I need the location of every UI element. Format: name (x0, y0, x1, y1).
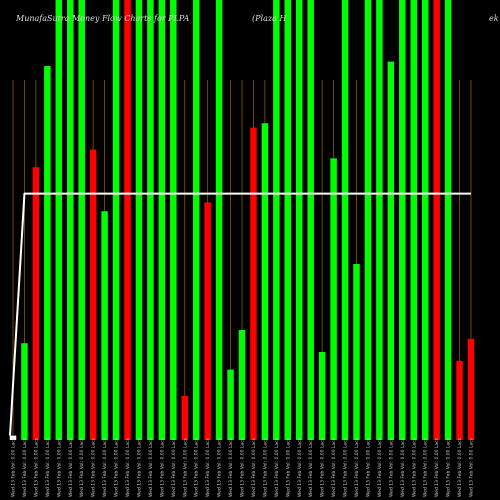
bar (238, 330, 246, 440)
x-tick-label: Wed 13 Feb Vol: 0.00 Lacs (423, 437, 429, 497)
x-tick-label: Wed 13 Feb Vol: 0.00 Lacs (205, 437, 211, 497)
x-tick-label: Wed 13 Feb Vol: 0.00 Lacs (297, 437, 303, 497)
chart-title-right: ek (489, 14, 499, 23)
x-tick-label: Wed 13 Feb Vol: 0.00 Lacs (365, 437, 371, 497)
x-tick-label: Wed 13 Feb Vol: 0.00 Lacs (22, 437, 28, 497)
bar (296, 0, 303, 440)
x-tick-label: Wed 13 Feb Vol: 0.00 Lacs (308, 437, 314, 497)
x-tick-label: Wed 13 Feb Vol: 0.00 Lacs (171, 437, 177, 497)
bar (467, 338, 475, 440)
bar (124, 0, 131, 440)
x-tick-label: Wed 13 Feb Vol: 0.00 Lacs (343, 437, 349, 497)
x-tick-label: Wed 13 Feb Vol: 0.00 Lacs (33, 437, 39, 497)
bar (78, 0, 85, 440)
x-tick-label: Wed 13 Feb Vol: 0.00 Lacs (182, 437, 188, 497)
chart-title-mid: (Plaza H (252, 14, 287, 23)
x-tick-label: Wed 13 Feb Vol: 0.00 Lacs (377, 437, 383, 497)
x-tick-label: Wed 13 Feb Vol: 0.00 Lacs (11, 437, 17, 497)
bar (158, 0, 166, 440)
x-tick-label: Wed 13 Feb Vol: 0.00 Lacs (274, 437, 280, 497)
label-layer: Wed 13 Feb Vol: 0.00 Lacs Wed 13 Feb Vol:… (11, 437, 475, 497)
bar (399, 0, 406, 440)
bar (456, 360, 463, 440)
x-tick-label: Wed 13 Feb Vol: 0.00 Lacs (194, 437, 200, 497)
bar (444, 0, 452, 440)
x-tick-label: Wed 13 Feb Vol: 0.00 Lacs (411, 437, 417, 497)
bar (67, 0, 74, 440)
bar (307, 0, 314, 440)
bar (101, 211, 108, 440)
x-tick-label: Wed 13 Feb Vol: 0.00 Lacs (148, 437, 154, 497)
bar-layer (9, 0, 475, 440)
x-tick-label: Wed 13 Feb Vol: 0.00 Lacs (125, 437, 131, 497)
x-tick-label: Wed 13 Feb Vol: 0.00 Lacs (228, 437, 234, 497)
x-tick-label: Wed 13 Feb Vol: 0.00 Lacs (469, 437, 475, 497)
chart-title: MunafaSutra Money Flow Charts for PLPA (… (15, 14, 499, 23)
bar (227, 369, 234, 440)
bar (112, 0, 120, 440)
x-tick-label: Wed 13 Feb Vol: 0.00 Lacs (45, 437, 51, 497)
money-flow-line (9, 192, 471, 436)
bar (192, 0, 200, 440)
bar (250, 127, 257, 440)
x-tick-label: Wed 13 Feb Vol: 0.00 Lacs (56, 437, 62, 497)
x-tick-label: Wed 13 Feb Vol: 0.00 Lacs (320, 437, 326, 497)
x-tick-label: Wed 13 Feb Vol: 0.00 Lacs (102, 437, 108, 497)
bar (9, 435, 17, 440)
bar (273, 0, 280, 440)
x-tick-label: Wed 13 Feb Vol: 0.00 Lacs (388, 437, 394, 497)
bar (32, 167, 40, 440)
bar (433, 0, 440, 440)
bar (353, 264, 360, 440)
chart-title-left: MunafaSutra Money Flow Charts for PLPA (15, 14, 189, 23)
bar (89, 149, 97, 440)
x-tick-label: Wed 13 Feb Vol: 0.00 Lacs (354, 437, 360, 497)
bar (44, 66, 51, 440)
bar (135, 0, 143, 440)
bar (284, 0, 292, 440)
line-layer (9, 192, 471, 436)
x-tick-label: Wed 13 Feb Vol: 0.00 Lacs (79, 437, 85, 497)
bar (261, 123, 269, 440)
bar (21, 343, 28, 440)
bar (364, 0, 372, 440)
x-tick-label: Wed 13 Feb Vol: 0.00 Lacs (331, 437, 337, 497)
bar (55, 0, 63, 440)
x-tick-label: Wed 13 Feb Vol: 0.00 Lacs (285, 437, 291, 497)
x-tick-label: Wed 13 Feb Vol: 0.00 Lacs (446, 437, 452, 497)
x-tick-label: Wed 13 Feb Vol: 0.00 Lacs (91, 437, 97, 497)
x-tick-label: Wed 13 Feb Vol: 0.00 Lacs (434, 437, 440, 497)
bar (318, 352, 326, 440)
x-tick-label: Wed 13 Feb Vol: 0.00 Lacs (262, 437, 268, 497)
x-tick-label: Wed 13 Feb Vol: 0.00 Lacs (114, 437, 120, 497)
x-tick-label: Wed 13 Feb Vol: 0.00 Lacs (457, 437, 463, 497)
bar (330, 158, 337, 440)
bar (387, 61, 395, 440)
bar (215, 0, 223, 440)
bar (170, 0, 177, 440)
bar (147, 0, 154, 440)
x-tick-label: Wed 13 Feb Vol: 0.00 Lacs (217, 437, 223, 497)
x-tick-label: Wed 13 Feb Vol: 0.00 Lacs (251, 437, 257, 497)
x-tick-label: Wed 13 Feb Vol: 0.00 Lacs (240, 437, 246, 497)
bar (421, 0, 429, 440)
bar (341, 0, 349, 440)
x-tick-label: Wed 13 Feb Vol: 0.00 Lacs (400, 437, 406, 497)
bar (410, 0, 417, 440)
x-tick-label: Wed 13 Feb Vol: 0.00 Lacs (68, 437, 74, 497)
bar (204, 202, 211, 440)
x-tick-label: Wed 13 Feb Vol: 0.00 Lacs (136, 437, 142, 497)
bar (181, 396, 188, 440)
x-tick-label: Wed 13 Feb Vol: 0.00 Lacs (159, 437, 165, 497)
bar (376, 0, 383, 440)
